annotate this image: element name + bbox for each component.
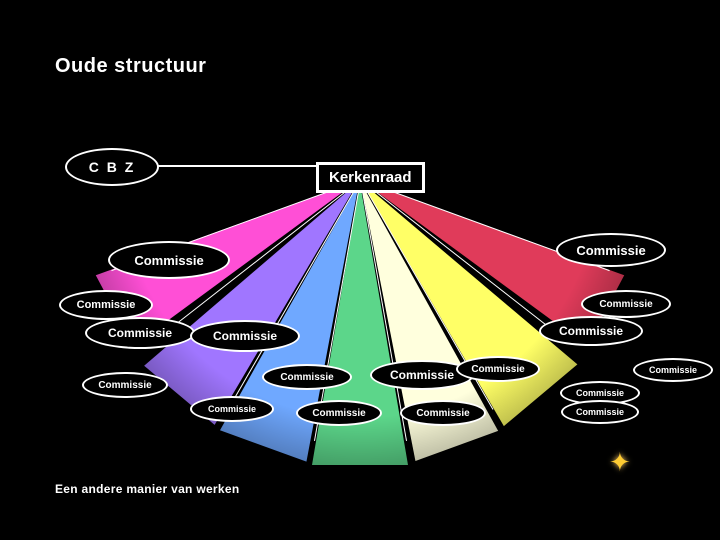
commissie-node: Commissie	[556, 233, 666, 267]
commissie-node: Commissie	[82, 372, 168, 398]
kerkenraad-box: Kerkenraad	[316, 162, 425, 193]
commissie-node: Commissie	[456, 356, 540, 382]
commissie-node: Commissie	[85, 317, 195, 349]
commissie-node: Commissie	[633, 358, 713, 382]
commissie-node: Commissie	[581, 290, 671, 318]
slide: Oude structuur C B Z Kerkenraad Commissi…	[0, 0, 720, 540]
commissie-node: Commissie	[400, 400, 486, 426]
commissie-node: Commissie	[539, 316, 643, 346]
commissie-node: Commissie	[561, 400, 639, 424]
commissie-node: Commissie	[190, 396, 274, 422]
commissie-node: Commissie	[262, 364, 352, 390]
commissie-node: Commissie	[190, 320, 300, 352]
commissie-node: Commissie	[296, 400, 382, 426]
commissie-node: Commissie	[108, 241, 230, 279]
commissie-node: Commissie	[59, 290, 153, 320]
kerkenraad-label: Kerkenraad	[329, 169, 412, 186]
page-title: Oude structuur	[55, 55, 206, 78]
cbz-label: C B Z	[89, 159, 136, 175]
star-icon: ✦	[609, 447, 631, 478]
cbz-node: C B Z	[65, 148, 159, 186]
footer-text: Een andere manier van werken	[55, 482, 239, 496]
